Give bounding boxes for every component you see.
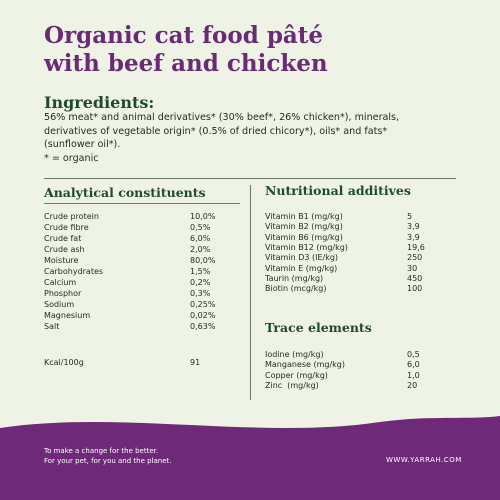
row-value: 1,0 (407, 370, 420, 380)
footer-url: WWW.YARRAH.COM (386, 456, 462, 464)
row-label: Vitamin D3 (IE/kg) (265, 253, 339, 263)
ingredients-text: * = organic (44, 152, 99, 164)
row-label: Magnesium (44, 311, 91, 320)
row-value: 250 (407, 253, 423, 263)
row-value: 0,25% (190, 300, 216, 309)
row-label: Zinc (mg/kg) (265, 380, 319, 390)
row-value: 91 (190, 358, 201, 367)
row-label: Vitamin B1 (mg/kg) (265, 212, 343, 221)
ingredients-text: 56% meat* and animal derivatives* (30% b… (44, 112, 400, 123)
row-label: Biotin (mcg/kg) (265, 284, 327, 294)
divider (44, 178, 456, 179)
row-value: 0,5 (407, 350, 420, 359)
row-value: 0,2% (190, 278, 211, 287)
row-value: 80,0% (190, 256, 216, 265)
row-label: Vitamin B6 (mg/kg) (265, 232, 343, 242)
row-label: Crude fat (44, 234, 82, 243)
row-value: 6,0 (407, 360, 420, 370)
row-label: Sodium (44, 300, 75, 309)
row-value: 3,9 (407, 232, 420, 242)
row-value: 2,0% (190, 245, 211, 254)
row-value: 5 (407, 212, 413, 221)
row-value: 0,3% (190, 289, 211, 298)
row-value: 3,9 (407, 222, 420, 232)
row-label: Copper (mg/kg) (265, 370, 328, 380)
row-label: Phosphor (44, 289, 82, 298)
row-label: Moisture (44, 256, 79, 265)
row-label: Kcal/100g (44, 358, 84, 367)
row-value: 0,02% (190, 311, 216, 320)
ingredients-text: (sunflower oil*). (44, 139, 121, 150)
row-value: 0,63% (190, 322, 216, 331)
title-line: Organic cat food pâté (44, 22, 324, 49)
row-label: Manganese (mg/kg) (265, 360, 345, 370)
title-line: with beef and chicken (44, 50, 328, 77)
row-value: 19,6 (407, 242, 425, 252)
row-label: Calcium (44, 278, 77, 287)
row-label: Salt (44, 322, 60, 331)
trace-heading: Trace elements (265, 320, 372, 335)
row-value: 10,0% (190, 212, 216, 221)
row-label: Carbohydrates (44, 267, 104, 276)
row-value: 6,0% (190, 234, 211, 243)
row-label: Vitamin E (mg/kg) (265, 263, 338, 273)
row-value: 450 (407, 273, 423, 283)
row-value: 1,5% (190, 267, 211, 276)
row-value: 100 (407, 284, 423, 294)
ingredients-heading: Ingredients: (44, 93, 155, 112)
footer-line: To make a change for the better. (44, 447, 159, 455)
row-label: Vitamin B2 (mg/kg) (265, 222, 343, 232)
row-label: Iodine (mg/kg) (265, 350, 324, 359)
divider (44, 203, 240, 204)
row-label: Crude protein (44, 212, 99, 221)
row-label: Crude ash (44, 245, 85, 254)
ingredients-text: derivatives of vegetable origin* (0.5% o… (44, 125, 388, 137)
footer-line: For your pet, for you and the planet. (44, 457, 172, 465)
row-value: 30 (407, 263, 418, 273)
analytical-heading: Analytical constituents (44, 185, 206, 200)
row-value: 20 (407, 380, 418, 390)
footer-band (0, 416, 500, 500)
row-label: Vitamin B12 (mg/kg) (265, 242, 348, 252)
row-label: Taurin (mg/kg) (265, 273, 324, 283)
divider (250, 185, 251, 400)
row-value: 0,5% (190, 223, 211, 232)
nutritional-heading: Nutritional additives (265, 183, 411, 198)
row-label: Crude fibre (44, 223, 89, 232)
